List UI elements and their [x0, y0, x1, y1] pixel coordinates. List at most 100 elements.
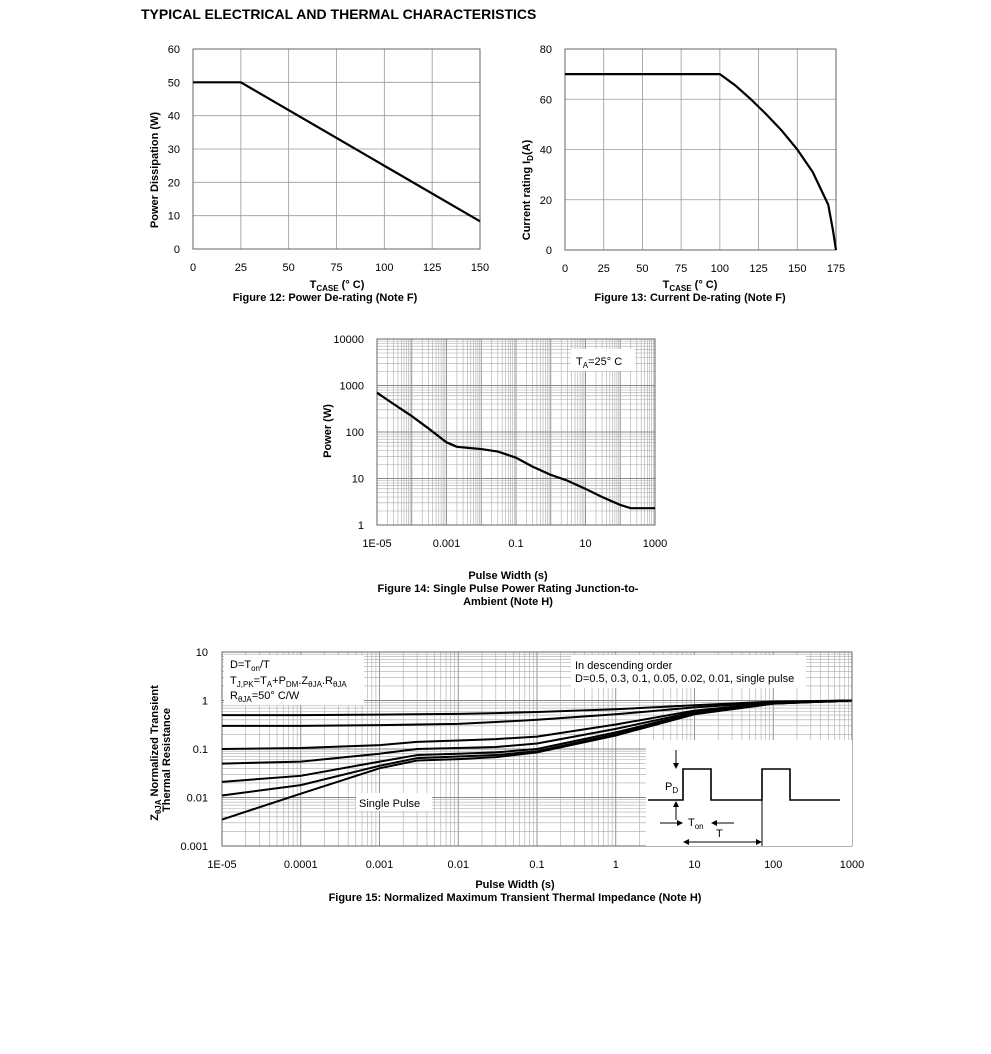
fig15-inset-period-label: T: [716, 828, 723, 840]
series-line: [565, 73, 838, 251]
x-tick-label: 100: [375, 262, 393, 274]
fig15-xlabel: Pulse Width (s): [475, 879, 555, 891]
x-tick-label: 0.001: [433, 538, 461, 550]
fig15-legend-line3: RθJA=50° C/W: [230, 690, 300, 704]
fig15-legend-l2-b: =T: [254, 675, 267, 687]
x-tick-label: 150: [471, 262, 489, 274]
fig15-inset-ton-sub: on: [695, 822, 704, 831]
fig12-ylabel: Power Dissipation (W): [149, 112, 161, 228]
fig15-inset-pd-arrowhead-down: [673, 763, 679, 769]
series-line: [222, 699, 853, 727]
y-tick-label: 30: [168, 144, 180, 156]
fig13-series: [565, 73, 838, 251]
fig14-chart: 1E-05 0.001 0.1 10 1000 1 10 100 1000 10000 TA=25…: [322, 334, 667, 608]
fig13-xlabel-sub: CASE: [669, 284, 692, 293]
fig15-ylabel: ZθJA Normalized Transient: [149, 685, 163, 821]
fig14-caption-line1: Figure 14: Single Pulse Power Rating Jun…: [378, 583, 639, 595]
fig13-xlabel-tail: (° C): [692, 279, 718, 291]
fig15-legend-box: [224, 655, 364, 705]
fig15-ylabel-prefix-sub: θJA: [154, 799, 163, 814]
fig15-inset-ton-main: T: [688, 817, 695, 829]
fig15-legend-l2-e-sub: θJA: [333, 680, 347, 689]
fig13-ylabel-tail: (A): [521, 139, 533, 155]
fig15-tick-labels: 1E-05 0.0001 0.001 0.01 0.1 1 10 100 1000 0.001 0.…: [180, 647, 864, 871]
y-tick-label: 60: [168, 44, 180, 56]
x-tick-label: 1E-05: [207, 859, 236, 871]
x-tick-label: 100: [711, 263, 729, 275]
fig15-legend-l2-e: .R: [322, 675, 333, 687]
fig12-series: [193, 81, 481, 223]
fig15-inset-pd-main: P: [665, 781, 672, 793]
fig12-xlabel: TCASE (° C): [310, 279, 365, 293]
x-tick-label: 125: [423, 262, 441, 274]
y-tick-label: 1: [358, 520, 364, 532]
y-tick-label: 10: [352, 474, 364, 486]
x-tick-label: 1000: [643, 538, 667, 550]
x-tick-label: 100: [764, 859, 782, 871]
x-tick-label: 75: [675, 263, 687, 275]
fig15-legend-l2-b-sub: A: [267, 680, 273, 689]
fig15-ylabel-line2: Thermal Resistance: [161, 708, 173, 812]
x-tick-label: 125: [749, 263, 767, 275]
fig15-inset-ton-right-head: [711, 820, 717, 826]
series-line: [222, 699, 853, 717]
x-tick-label: 10: [579, 538, 591, 550]
fig15-legend-l3-a: R: [230, 690, 238, 702]
fig15-legend-l2-d: .Z: [298, 675, 308, 687]
fig13-chart: 0 25 50 75 100 125 150 175 0 20 40 60 80 Current rat…: [521, 44, 845, 304]
x-tick-label: 0: [190, 262, 196, 274]
y-tick-label: 20: [540, 195, 552, 207]
fig13-ylabel-main: Current rating I: [521, 161, 533, 240]
x-tick-label: 175: [827, 263, 845, 275]
fig15-ylabel-prefix: Z: [149, 814, 161, 821]
y-tick-label: 50: [168, 77, 180, 89]
fig15-legend-l1-sub: on: [251, 664, 260, 673]
fig15-inset-ton-left-head: [677, 820, 683, 826]
y-tick-label: 1000: [340, 381, 364, 393]
fig13-caption: Figure 13: Current De-rating (Note F): [594, 292, 786, 304]
y-tick-label: 80: [540, 44, 552, 56]
x-tick-label: 0.1: [529, 859, 544, 871]
y-tick-label: 0: [546, 245, 552, 257]
y-tick-label: 10: [196, 647, 208, 659]
fig15-inset-ton: Ton: [688, 817, 704, 831]
fig15-legend-l2-a: T: [230, 675, 237, 687]
fig13-ylabel: Current rating ID(A): [521, 139, 535, 240]
fig15-single-pulse-box: [356, 793, 432, 811]
plot-frame: [192, 48, 481, 250]
fig15-inset-pd: PD: [665, 781, 678, 795]
x-tick-label: 0.1: [508, 538, 523, 550]
fig15-inset-period-head-right: [756, 839, 762, 845]
y-tick-label: 10: [168, 211, 180, 223]
fig15-order-box: [571, 655, 806, 688]
fig12-tick-labels: 0 25 50 75 100 125 150 0 10 20 30 40 50 60: [168, 44, 489, 274]
fig15-legend-l2-c-sub: DM: [286, 680, 299, 689]
fig14-series: [376, 391, 655, 510]
fig14-annotation-box: [571, 349, 635, 371]
fig14-annotation-sub: A: [583, 361, 589, 370]
series-line: [221, 699, 853, 750]
fig15-legend-l2-d-sub: θJA: [308, 680, 322, 689]
y-tick-label: 0: [174, 244, 180, 256]
x-tick-label: 50: [283, 262, 295, 274]
fig15-legend-line2: TJ,PK=TA+PDM.ZθJA.RθJA: [230, 675, 347, 689]
fig14-ylabel: Power (W): [322, 404, 334, 458]
fig12-caption: Figure 12: Power De-rating (Note F): [233, 292, 418, 304]
fig14-annotation: TA=25° C: [576, 356, 622, 370]
y-tick-label: 100: [346, 427, 364, 439]
fig12-xlabel-tail: (° C): [339, 279, 365, 291]
fig15-ylabel-line1: Normalized Transient: [149, 685, 161, 797]
fig15-inset-pd-sub: D: [672, 786, 678, 795]
fig12-xlabel-sub: CASE: [316, 284, 339, 293]
y-tick-label: 0.1: [193, 744, 208, 756]
fig15-single-pulse-label: Single Pulse: [359, 798, 420, 810]
fig15-caption: Figure 15: Normalized Maximum Transient …: [329, 892, 702, 904]
x-tick-label: 0: [562, 263, 568, 275]
fig14-grid: [376, 338, 656, 526]
fig15-legend-line1: D=Ton/T: [230, 659, 270, 673]
fig13-ylabel-sub: D: [526, 155, 535, 161]
x-tick-label: 1E-05: [362, 538, 391, 550]
fig15-inset-pd-arrowhead-up: [673, 801, 679, 807]
x-tick-label: 0.0001: [284, 859, 318, 871]
plot-frame: [376, 338, 656, 526]
